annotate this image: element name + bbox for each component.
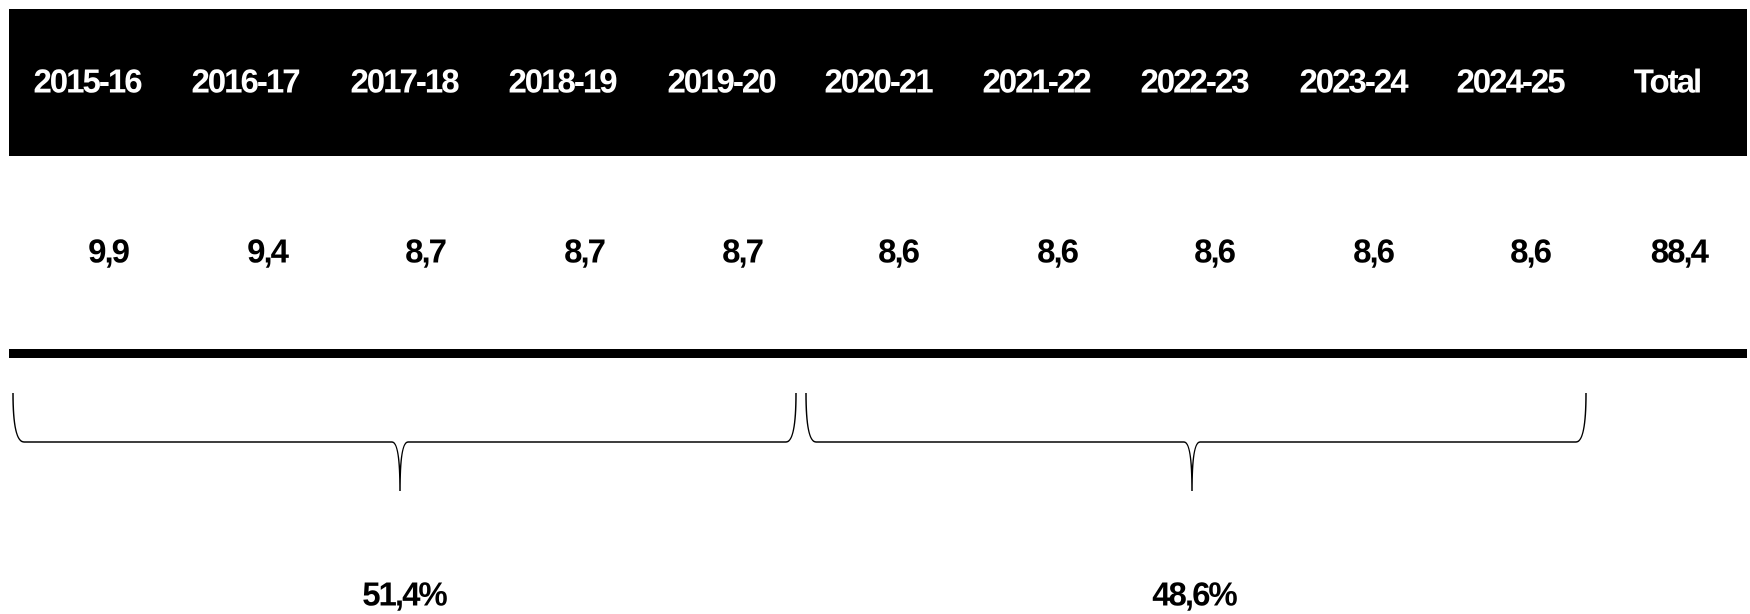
cell: 8,7 bbox=[564, 233, 605, 270]
header-cell: 2015-16 bbox=[33, 63, 142, 100]
cell: 9,4 bbox=[247, 233, 290, 270]
header-cell: 2018-19 bbox=[508, 63, 617, 100]
cell: 8,6 bbox=[1510, 233, 1552, 270]
header-band bbox=[9, 9, 1747, 156]
header-cell: 2019-20 bbox=[667, 63, 775, 100]
header-cell: 2024-25 bbox=[1456, 63, 1565, 100]
header-cell: 2020-21 bbox=[824, 63, 933, 100]
cell: 8,6 bbox=[1037, 233, 1079, 270]
group-label: 48,6% bbox=[1152, 576, 1237, 613]
header-cell: 2022-23 bbox=[1140, 63, 1249, 100]
cell: 8,6 bbox=[1353, 233, 1395, 270]
header-cell: 2017-18 bbox=[350, 63, 459, 100]
cell: 8,6 bbox=[878, 233, 920, 270]
rule bbox=[9, 349, 1747, 358]
brace bbox=[12, 392, 797, 492]
brace bbox=[805, 392, 1587, 492]
header-cell: Total bbox=[1634, 63, 1700, 100]
cell: 9,9 bbox=[88, 233, 130, 270]
header-cell: 2016-17 bbox=[191, 63, 299, 100]
cell: 8,7 bbox=[722, 233, 763, 270]
group-label: 51,4% bbox=[362, 576, 447, 613]
cell: 8,7 bbox=[405, 233, 446, 270]
cell: 8,6 bbox=[1194, 233, 1236, 270]
header-cell: 2021-22 bbox=[982, 63, 1091, 100]
cell: 88,4 bbox=[1651, 233, 1710, 270]
header-cell: 2023-24 bbox=[1299, 63, 1409, 100]
